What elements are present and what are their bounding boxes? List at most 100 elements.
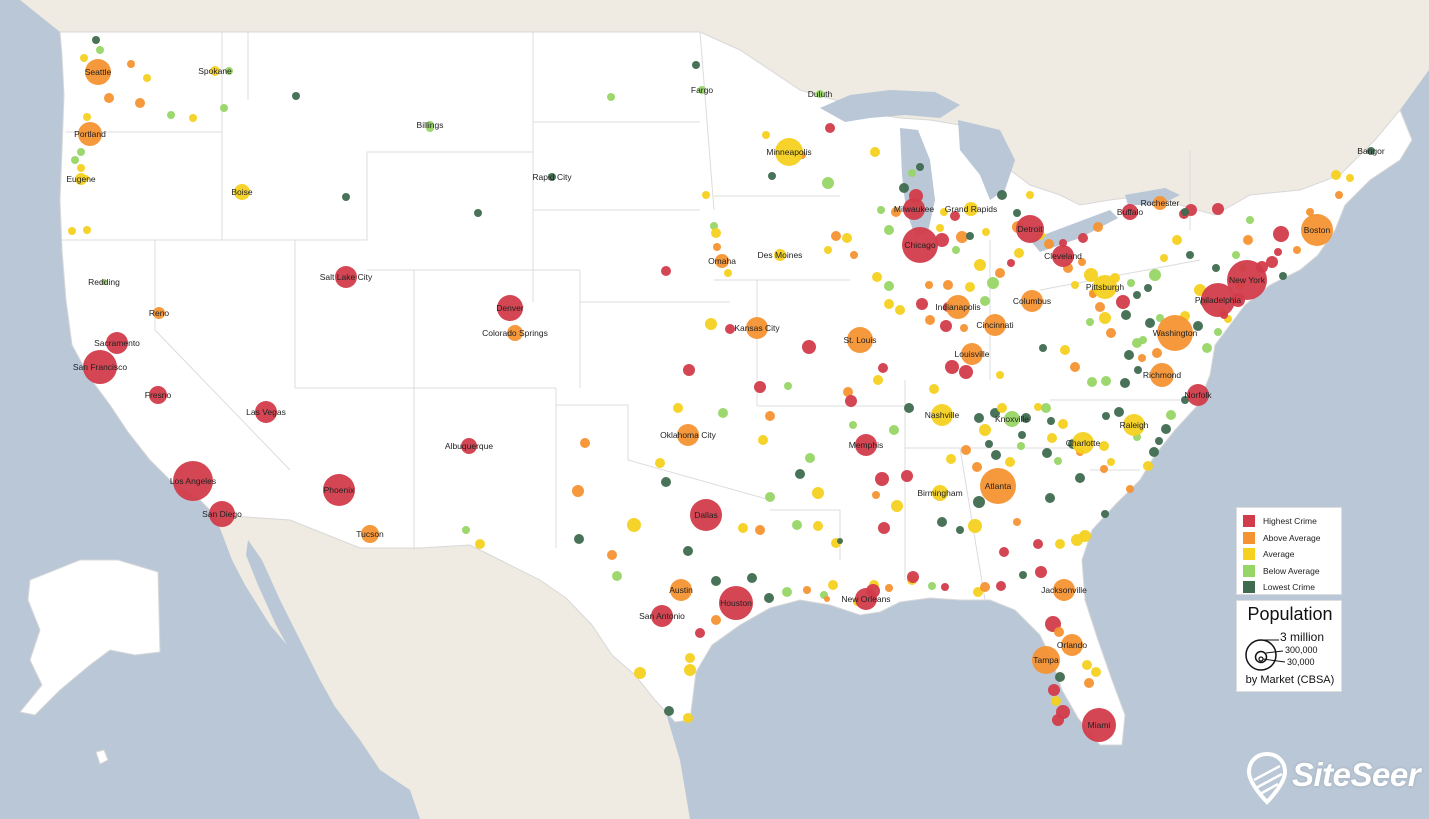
city-marker-washington[interactable] [1157,315,1193,351]
crime-marker[interactable] [843,387,853,397]
city-marker-billings[interactable] [426,121,434,129]
city-marker-nashville[interactable] [931,404,953,426]
crime-marker[interactable] [220,104,228,112]
crime-marker[interactable] [1181,208,1189,216]
crime-marker[interactable] [950,211,960,221]
city-marker-memphis[interactable] [855,434,877,456]
city-marker-buffalo[interactable] [1122,204,1138,220]
crime-marker[interactable] [83,226,91,234]
crime-marker[interactable] [974,413,984,423]
crime-marker[interactable] [1045,493,1055,503]
crime-marker[interactable] [1149,269,1161,281]
crime-marker[interactable] [1071,281,1079,289]
crime-marker[interactable] [1152,348,1162,358]
crime-marker[interactable] [1139,336,1147,344]
crime-marker[interactable] [342,193,350,201]
crime-marker[interactable] [92,36,100,44]
city-marker-orlando[interactable] [1061,634,1083,656]
crime-marker[interactable] [1144,284,1152,292]
city-marker-birmingham[interactable] [932,485,948,501]
crime-marker[interactable] [1091,667,1101,677]
city-marker-st-louis[interactable] [847,327,873,353]
city-marker-spokane[interactable] [210,66,220,76]
crime-marker[interactable] [982,228,990,236]
crime-marker[interactable] [702,191,710,199]
crime-marker[interactable] [1075,473,1085,483]
crime-marker[interactable] [997,403,1007,413]
crime-marker[interactable] [873,375,883,385]
crime-marker[interactable] [990,408,1000,418]
city-marker-seattle[interactable] [85,59,111,85]
crime-marker[interactable] [899,183,909,193]
crime-marker[interactable] [1014,248,1024,258]
city-marker-boise[interactable] [234,184,250,200]
crime-marker[interactable] [1005,457,1015,467]
city-marker-columbus[interactable] [1021,290,1043,312]
crime-marker[interactable] [822,177,834,189]
crime-marker[interactable] [946,454,956,464]
crime-marker[interactable] [1279,272,1287,280]
crime-marker[interactable] [916,163,924,171]
crime-marker[interactable] [845,395,857,407]
city-marker-denver[interactable] [497,295,523,321]
crime-marker[interactable] [127,60,135,68]
crime-marker[interactable] [711,228,721,238]
crime-marker[interactable] [1055,539,1065,549]
city-marker-sacramento[interactable] [106,332,128,354]
crime-marker[interactable] [711,576,721,586]
crime-marker[interactable] [765,492,775,502]
crime-marker[interactable] [661,477,671,487]
crime-marker[interactable] [711,615,721,625]
crime-marker[interactable] [878,363,888,373]
city-marker-albuquerque[interactable] [461,438,477,454]
crime-marker[interactable] [870,147,880,157]
crime-marker[interactable] [929,384,939,394]
crime-marker[interactable] [1048,684,1060,696]
crime-marker[interactable] [574,534,584,544]
crime-marker[interactable] [607,93,615,101]
crime-marker[interactable] [1021,413,1031,423]
crime-marker[interactable] [805,453,815,463]
crime-marker[interactable] [1039,344,1047,352]
crime-marker[interactable] [1018,431,1026,439]
crime-marker[interactable] [936,224,944,232]
city-marker-duluth[interactable] [816,90,824,98]
crime-marker[interactable] [980,296,990,306]
crime-marker[interactable] [973,587,983,597]
crime-marker[interactable] [1054,457,1062,465]
city-marker-atlanta[interactable] [980,468,1016,504]
crime-marker[interactable] [813,521,823,531]
crime-marker[interactable] [135,98,145,108]
crime-marker[interactable] [1335,191,1343,199]
crime-marker[interactable] [1143,461,1153,471]
city-marker-fargo[interactable] [698,86,706,94]
crime-marker[interactable] [1120,378,1130,388]
city-marker-jacksonville[interactable] [1053,579,1075,601]
crime-marker[interactable] [891,500,903,512]
city-marker-norfolk[interactable] [1187,384,1209,406]
crime-marker[interactable] [725,324,735,334]
crime-marker[interactable] [802,340,816,354]
city-marker-minneapolis[interactable] [775,138,803,166]
city-marker-fresno[interactable] [149,386,167,404]
crime-marker[interactable] [1087,377,1097,387]
crime-marker[interactable] [1082,660,1092,670]
crime-marker[interactable] [872,272,882,282]
crime-marker[interactable] [96,46,104,54]
crime-marker[interactable] [572,485,584,497]
city-marker-oklahoma-city[interactable] [677,424,699,446]
crime-marker[interactable] [996,371,1004,379]
crime-marker[interactable] [878,522,890,534]
crime-marker[interactable] [1266,256,1278,268]
crime-marker[interactable] [225,67,233,75]
crime-marker[interactable] [1127,279,1135,287]
crime-marker[interactable] [940,208,948,216]
crime-marker[interactable] [189,114,197,122]
city-marker-austin[interactable] [670,579,692,601]
crime-marker[interactable] [828,580,838,590]
crime-marker[interactable] [973,496,985,508]
crime-marker[interactable] [1055,672,1065,682]
crime-marker[interactable] [1051,696,1061,706]
crime-marker[interactable] [713,243,721,251]
crime-marker[interactable] [889,425,899,435]
